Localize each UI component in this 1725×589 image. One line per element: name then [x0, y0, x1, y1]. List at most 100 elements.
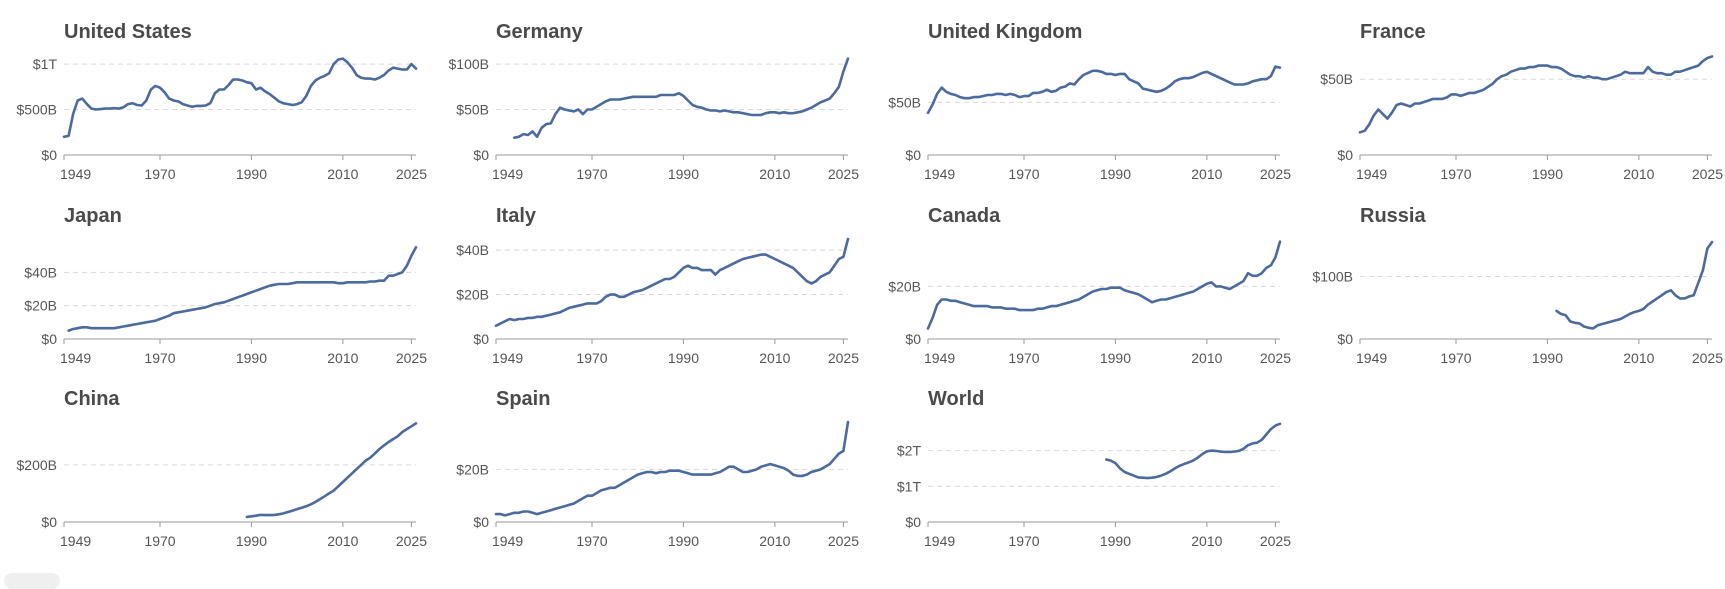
x-tick-label: 1990	[1532, 350, 1563, 366]
panel-japan: Japan $0 $20B $40B 1949 1970 1990 2010 2025	[24, 205, 427, 366]
x-tick-label: 2010	[327, 533, 358, 549]
y-tick-label: $40B	[456, 242, 489, 258]
panel-title: Italy	[496, 205, 537, 227]
x-tick-label: 1949	[492, 166, 523, 182]
x-tick-label: 1970	[1440, 166, 1471, 182]
y-tick-label: $100B	[449, 56, 489, 72]
y-tick-label: $0	[473, 147, 489, 163]
y-tick-label: $0	[905, 514, 921, 530]
x-tick-label: 1949	[1356, 166, 1387, 182]
x-tick-label: 2010	[759, 533, 790, 549]
panel-united-states: United States $0 $500B $1T 1949 1970 1990 2010 2…	[17, 21, 428, 182]
x-tick-label: 2025	[1692, 350, 1723, 366]
y-tick-label: $100B	[1313, 269, 1353, 285]
y-tick-label: $20B	[456, 287, 489, 303]
panel-title: Spain	[496, 388, 550, 410]
y-tick-label: $40B	[24, 264, 57, 280]
y-tick-label: $50B	[1320, 71, 1353, 87]
x-tick-label: 1990	[1532, 166, 1563, 182]
x-tick-label: 2010	[327, 350, 358, 366]
x-tick-label: 2010	[1623, 350, 1654, 366]
series-line-russia	[1555, 240, 1714, 330]
x-tick-label: 1990	[1100, 533, 1131, 549]
series-line-italy	[494, 237, 850, 327]
x-tick-label: 2025	[828, 533, 859, 549]
series-line-united-kingdom	[926, 65, 1282, 115]
x-tick-label: 2010	[1623, 166, 1654, 182]
x-tick-label: 1949	[924, 533, 955, 549]
panel-title: France	[1360, 21, 1426, 43]
y-tick-label: $50B	[888, 94, 921, 110]
x-tick-label: 1990	[236, 166, 267, 182]
panel-canada: Canada $0 $20B 1949 1970 1990 2010 2025	[888, 205, 1291, 366]
x-tick-label: 1949	[924, 350, 955, 366]
x-tick-label: 1990	[1100, 166, 1131, 182]
x-tick-label: 2025	[396, 350, 427, 366]
footer-chip	[4, 573, 60, 589]
x-tick-label: 2025	[1260, 533, 1291, 549]
panel-world: World $0 $1T $2T 1949 1970 1990 2010 2025	[897, 388, 1291, 549]
panel-title: China	[64, 388, 120, 410]
y-tick-label: $0	[41, 331, 57, 347]
x-tick-label: 1949	[1356, 350, 1387, 366]
y-tick-label: $20B	[456, 461, 489, 477]
y-tick-label: $0	[1337, 331, 1353, 347]
panel-title: Russia	[1360, 205, 1426, 227]
y-tick-label: $1T	[897, 478, 922, 494]
y-tick-label: $200B	[17, 457, 57, 473]
x-tick-label: 2025	[828, 350, 859, 366]
x-tick-label: 2025	[396, 533, 427, 549]
x-tick-label: 2025	[1260, 350, 1291, 366]
x-tick-label: 1949	[60, 350, 91, 366]
panel-title: Germany	[496, 21, 584, 43]
x-tick-label: 1949	[924, 166, 955, 182]
y-tick-label: $0	[473, 331, 489, 347]
x-tick-label: 1970	[1008, 350, 1039, 366]
x-tick-label: 1990	[236, 533, 267, 549]
x-tick-label: 1970	[1008, 166, 1039, 182]
x-tick-label: 1990	[668, 166, 699, 182]
y-tick-label: $50B	[456, 102, 489, 118]
panel-title: United States	[64, 21, 192, 43]
y-tick-label: $1T	[33, 56, 58, 72]
series-line-france	[1358, 55, 1714, 134]
panel-united-kingdom: United Kingdom $0 $50B 1949 1970 1990 2010 2025	[888, 21, 1291, 182]
x-tick-label: 2010	[759, 350, 790, 366]
x-tick-label: 1970	[144, 166, 175, 182]
y-tick-label: $0	[41, 147, 57, 163]
x-tick-label: 2025	[396, 166, 427, 182]
panel-spain: Spain $0 $20B 1949 1970 1990 2010 2025	[456, 388, 859, 549]
panel-title: Japan	[64, 205, 122, 227]
x-tick-label: 1970	[144, 533, 175, 549]
x-tick-label: 1990	[236, 350, 267, 366]
x-tick-label: 1970	[576, 166, 607, 182]
series-line-japan	[67, 246, 418, 332]
panel-title: United Kingdom	[928, 21, 1082, 43]
y-tick-label: $2T	[897, 443, 922, 459]
x-tick-label: 1949	[60, 533, 91, 549]
y-tick-label: $0	[41, 514, 57, 530]
series-line-china	[245, 422, 418, 519]
panel-france: France $0 $50B 1949 1970 1990 2010 2025	[1320, 21, 1723, 182]
x-tick-label: 2010	[1191, 533, 1222, 549]
x-tick-label: 1949	[60, 166, 91, 182]
panel-title: Canada	[928, 205, 1001, 227]
y-tick-label: $0	[1337, 147, 1353, 163]
x-tick-label: 1970	[576, 533, 607, 549]
x-tick-label: 2010	[1191, 350, 1222, 366]
series-line-canada	[926, 240, 1282, 330]
x-tick-label: 1990	[668, 350, 699, 366]
series-line-world	[1105, 422, 1282, 480]
y-tick-label: $500B	[17, 102, 57, 118]
y-tick-label: $0	[473, 514, 489, 530]
x-tick-label: 1970	[1008, 533, 1039, 549]
x-tick-label: 2025	[828, 166, 859, 182]
x-tick-label: 1970	[144, 350, 175, 366]
x-tick-label: 2025	[1260, 166, 1291, 182]
x-tick-label: 1990	[668, 533, 699, 549]
x-tick-label: 2010	[759, 166, 790, 182]
x-tick-label: 1949	[492, 350, 523, 366]
y-tick-label: $0	[905, 331, 921, 347]
y-tick-label: $20B	[24, 298, 57, 314]
x-tick-label: 2010	[1191, 166, 1222, 182]
